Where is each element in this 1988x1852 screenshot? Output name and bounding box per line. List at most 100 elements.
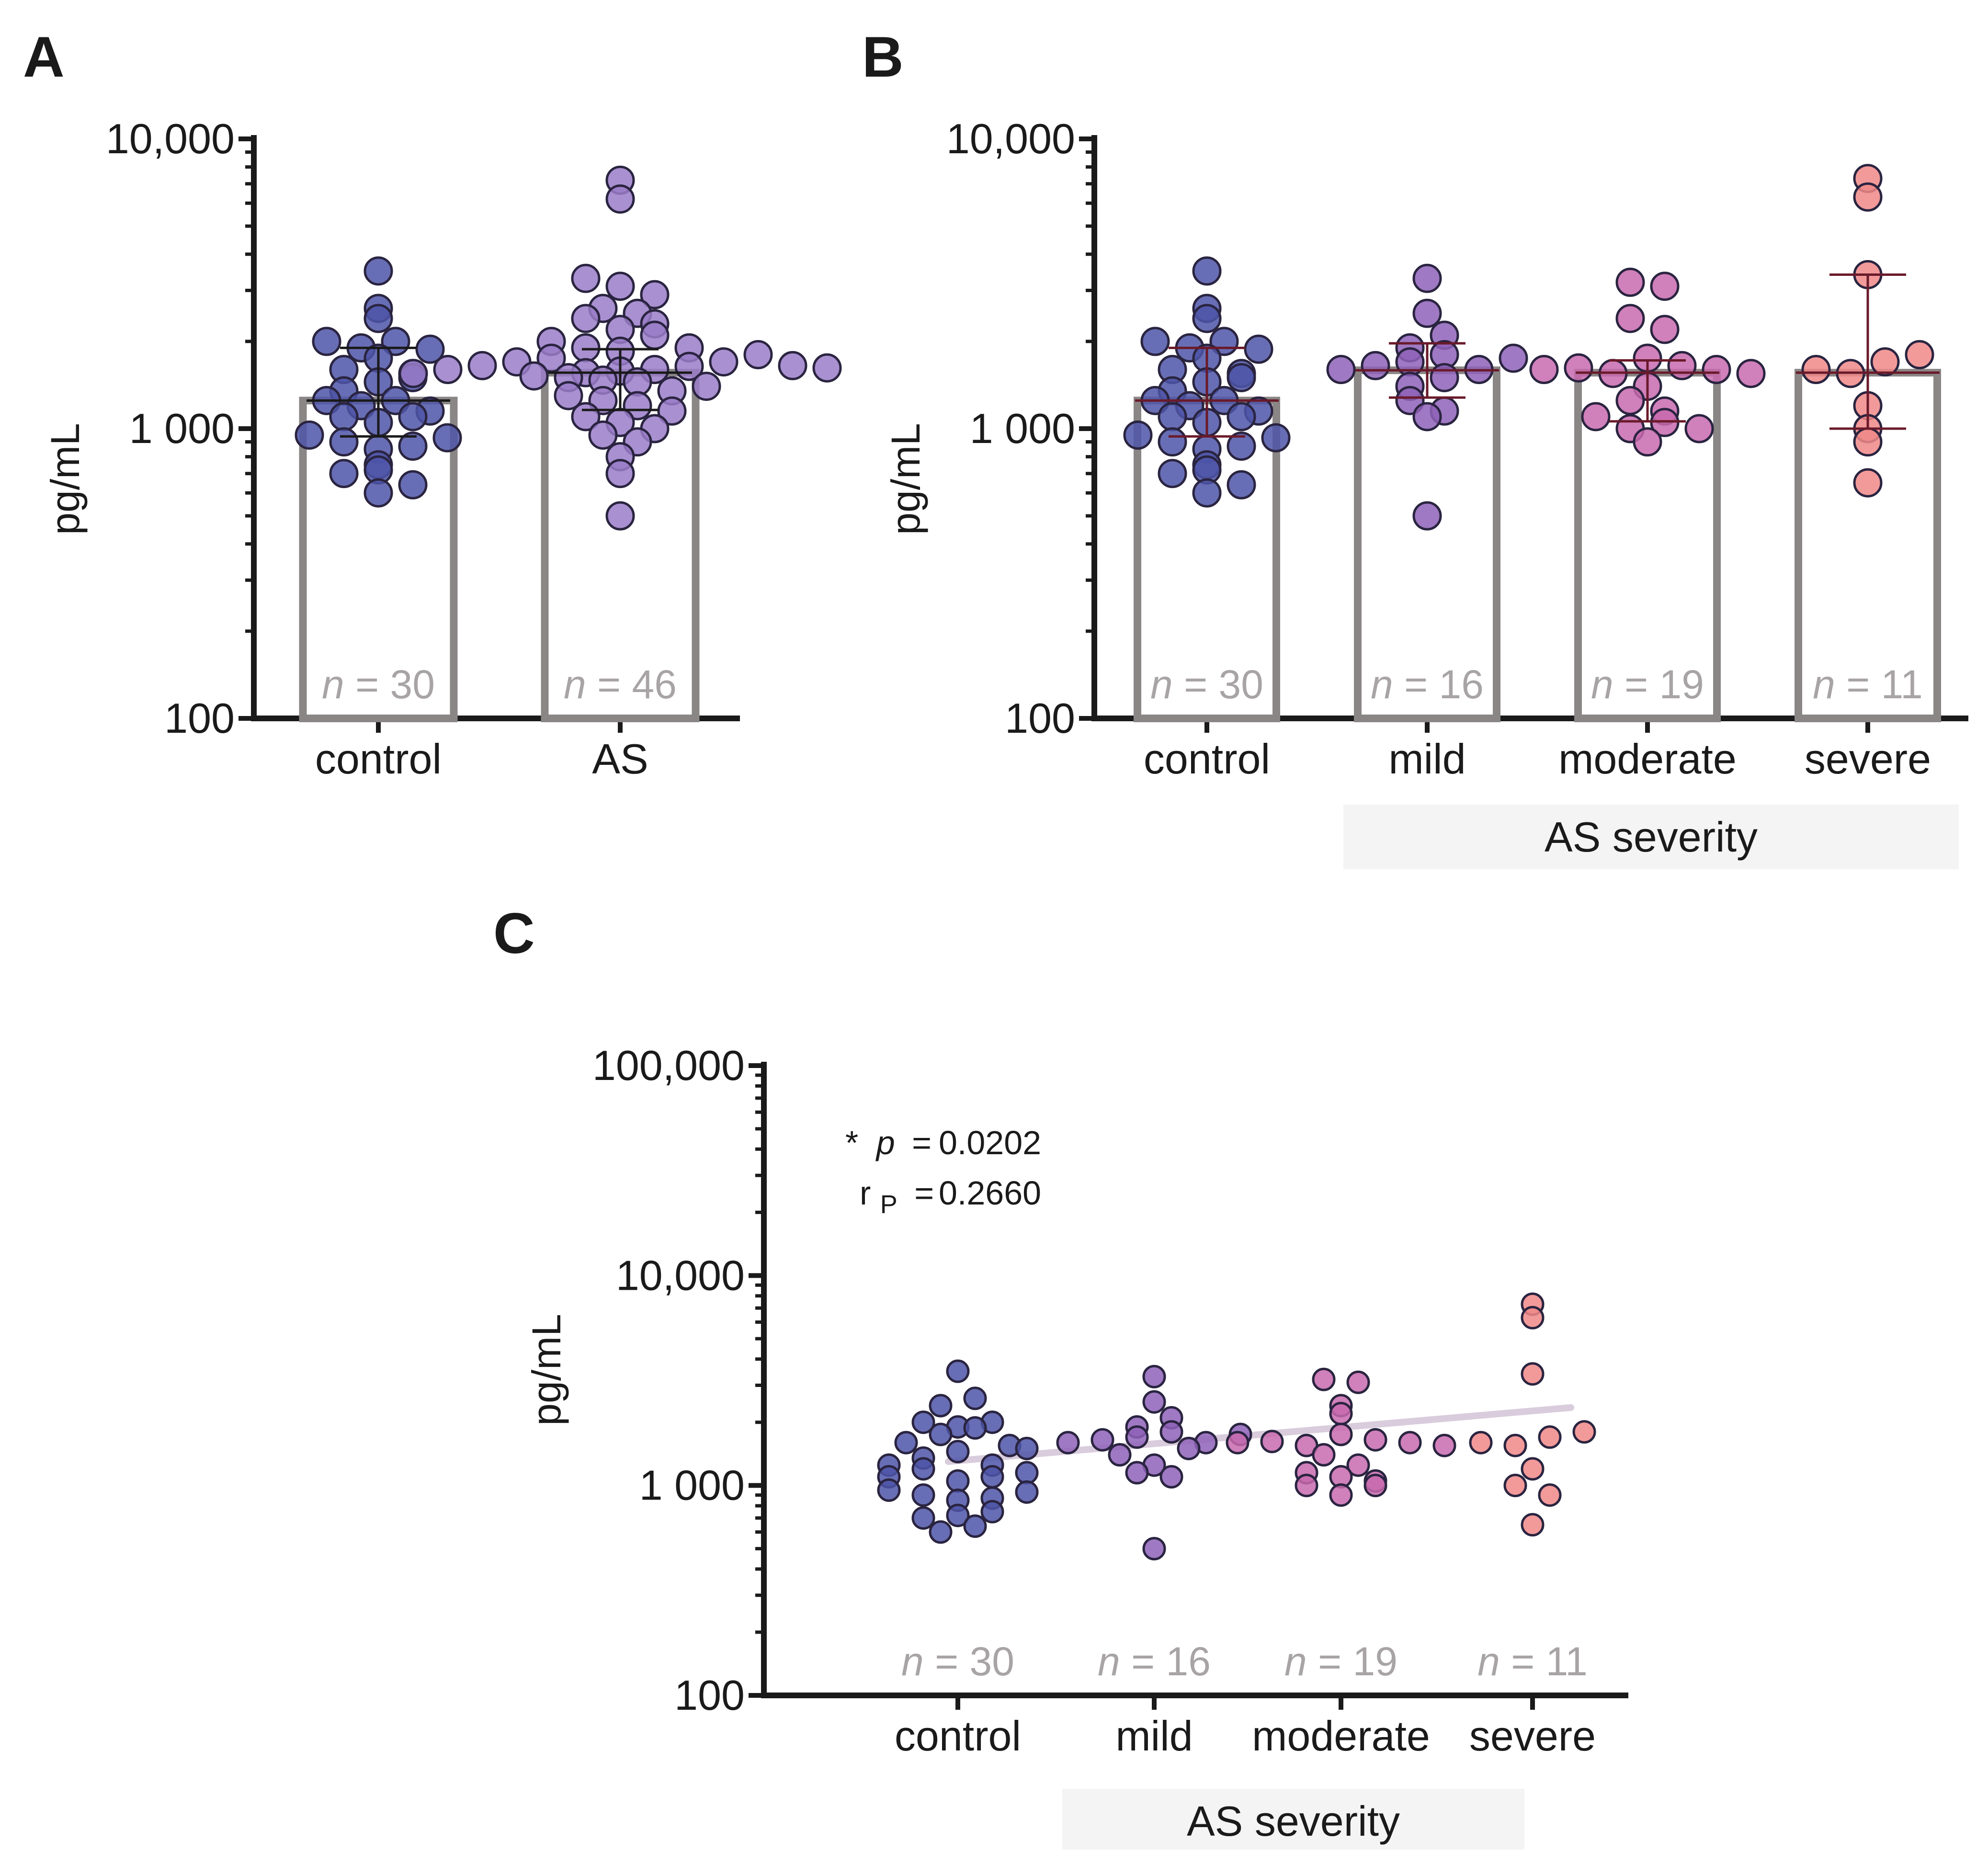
severity-bracket-label: AS severity [1545,813,1758,861]
data-point [1192,304,1222,333]
data-point [946,1359,970,1383]
data-point [1538,1483,1562,1507]
data-point [1142,1537,1166,1561]
panel-c: AS severity 100 1 000 10,000 100,000 pg/mL con… [524,1042,1628,1852]
n-symbol: n [1591,662,1624,707]
data-point [743,340,773,370]
data-point [1361,351,1390,380]
stat-r-eq: = [914,1174,934,1212]
data-point [364,478,393,508]
data-point [1227,363,1256,392]
x-tick-label: severe [1469,1712,1596,1760]
data-point [1521,1362,1545,1386]
data-point [605,459,635,489]
data-point [1346,1370,1370,1394]
n-symbol: n [1371,662,1404,707]
data-point [554,381,583,410]
n-value: = 30 [935,1639,1014,1684]
data-point [778,351,807,380]
data-point [1853,468,1883,498]
data-point [911,1410,935,1434]
y-axis-label: pg/mL [524,1314,569,1425]
data-point [398,402,428,432]
data-point [1432,1433,1456,1457]
data-point [1853,427,1883,457]
stat-r-value: 0.2660 [939,1174,1041,1212]
data-point [1015,1461,1039,1485]
n-value: = 11 [1846,662,1923,707]
data-point [946,1440,970,1464]
y-tick-label: 1 000 [129,405,235,452]
stat-r-symbol: r [860,1174,871,1212]
x-tick-label: control [1144,735,1270,783]
data-point [1091,1428,1114,1452]
data-point [605,184,635,214]
y-tick-label: 100 [674,1671,745,1719]
data-point [1684,414,1714,443]
data-point [1521,1513,1545,1537]
data-point [692,372,721,401]
data-point [398,359,428,388]
panel-a: 100 1 000 10,000 pg/mL control n = 30 AS n = 46 [43,115,842,783]
data-point [1398,1431,1422,1454]
data-point [1412,402,1442,432]
data-point [1159,1465,1183,1489]
data-point [1905,340,1934,370]
panel-b: AS severity 100 1 000 10,000 pg/mL control n =… [883,115,1968,869]
x-tick-label: mild [1115,1712,1193,1760]
data-point [640,320,670,350]
n-label: n = 19 [1591,662,1704,707]
n-value: = 19 [1624,662,1704,707]
n-symbol: n [1477,1639,1511,1684]
stat-p-value: 0.0202 [939,1124,1041,1161]
data-point [1572,1420,1596,1444]
data-point [1125,1461,1149,1485]
severity-bracket [1343,805,1959,869]
data-point [1736,359,1766,388]
data-point [329,427,359,457]
data-point [1346,1453,1370,1477]
data-point [812,353,842,383]
data-point [588,420,618,450]
n-label: n = 30 [901,1639,1014,1684]
data-point [1158,402,1187,432]
stat-p-line: * p = [845,1124,932,1161]
data-point [432,423,462,453]
n-label: n = 11 [1477,1639,1588,1684]
n-symbol: n [322,662,355,707]
stat-p-eq: = [912,1124,932,1161]
data-point [946,1503,970,1527]
data-point [929,1422,953,1446]
n-symbol: n [1813,662,1846,707]
data-point [1329,1483,1353,1507]
x-tick-label: moderate [1252,1712,1430,1760]
severity-bracket [1062,1789,1524,1852]
data-point [1412,298,1442,328]
data-point [1227,432,1256,461]
data-point [1158,427,1187,457]
stat-p-prefix: * [845,1124,858,1161]
data-point [1615,386,1645,415]
data-point [1564,353,1593,383]
n-value: = 11 [1511,1639,1588,1684]
data-point [571,304,601,333]
data-point [1499,343,1528,373]
data-point [1430,363,1459,392]
data-point [1870,347,1900,377]
data-point [894,1431,918,1454]
data-point [1581,402,1611,432]
data-point [1667,351,1697,380]
panel-b-letter: B [862,25,904,89]
data-point [1363,1474,1387,1498]
data-point [433,355,463,385]
data-point [1295,1474,1318,1498]
data-point [364,304,393,333]
data-point [980,1500,1004,1523]
data-point [467,351,497,380]
y-tick-label: 100 [164,694,235,742]
data-point [911,1506,935,1530]
data-point [1244,334,1273,364]
n-value: = 19 [1318,1639,1397,1684]
n-label: n = 16 [1371,662,1484,707]
data-point [519,361,549,391]
